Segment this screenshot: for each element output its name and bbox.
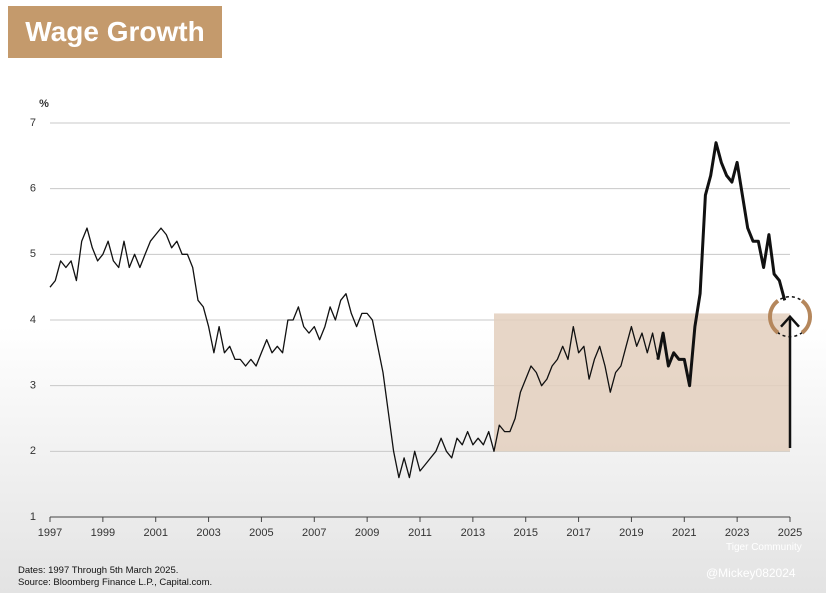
x-tick-label: 1999 <box>91 527 115 539</box>
x-tick-label: 2023 <box>725 527 749 539</box>
y-tick-label: 1 <box>30 511 36 523</box>
watermark: @Mickey082024 <box>706 566 796 580</box>
y-tick-label: 4 <box>30 314 36 326</box>
line-emphasis <box>656 141 787 388</box>
x-tick-label: 2019 <box>619 527 643 539</box>
x-tick-label: 2009 <box>355 527 379 539</box>
footnote: Source: Bloomberg Finance L.P., Capital.… <box>18 577 213 588</box>
y-axis-label: % <box>39 98 49 110</box>
x-tick-label: 2011 <box>408 527 432 539</box>
x-tick-label: 2025 <box>778 527 802 539</box>
x-tick-label: 2015 <box>513 527 537 539</box>
x-tick-label: 1997 <box>38 527 62 539</box>
watermark: Tiger Community <box>726 542 802 553</box>
y-tick-label: 5 <box>30 248 36 260</box>
x-tick-label: 2003 <box>196 527 220 539</box>
x-tick-label: 2007 <box>302 527 326 539</box>
y-tick-label: 7 <box>30 117 36 129</box>
x-tick-label: 2021 <box>672 527 696 539</box>
highlight-ring-arc <box>768 299 812 335</box>
y-tick-label: 2 <box>30 445 36 457</box>
x-tick-label: 2005 <box>249 527 273 539</box>
chart-title: Wage Growth <box>25 16 205 47</box>
footnote: Dates: 1997 Through 5th March 2025. <box>18 565 179 576</box>
arrow-head <box>780 314 800 328</box>
x-tick-label: 2001 <box>143 527 167 539</box>
y-tick-label: 6 <box>30 183 36 195</box>
title-box <box>8 6 222 58</box>
y-tick-label: 3 <box>30 380 36 392</box>
x-tick-label: 2017 <box>566 527 590 539</box>
highlight-region <box>494 313 790 452</box>
x-tick-label: 2013 <box>461 527 485 539</box>
